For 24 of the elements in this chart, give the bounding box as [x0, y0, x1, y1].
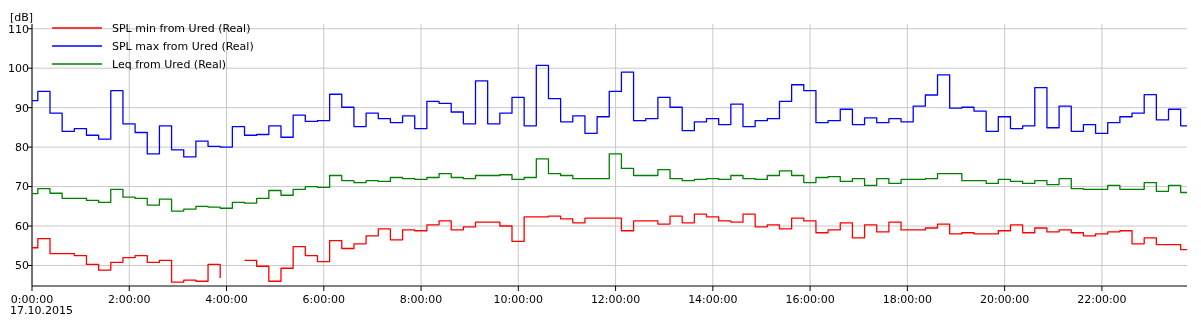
x-tick-label: 4:00:00	[205, 293, 248, 306]
x-tick-label: 0:00:00	[10, 293, 54, 306]
x-tick-label: 8:00:00	[399, 293, 443, 306]
y-tick-label: 50	[15, 259, 29, 273]
text: 17.10.2015	[10, 304, 73, 317]
y-tick-label: 110	[8, 22, 29, 36]
legend-label: SPL min from Ured (Real)	[112, 21, 251, 35]
x-tick-label: 16:00:00	[785, 293, 835, 306]
y-axis-title: [dB]	[10, 11, 34, 24]
x-tick-label: 10:00:00	[493, 293, 544, 306]
y-tick-label: 80	[15, 140, 29, 154]
y-tick-label: 90	[15, 101, 29, 115]
x-tick-label: 20:00:00	[979, 293, 1030, 306]
x-tick-label: 6:00:00	[302, 293, 345, 306]
y-tick-label: 70	[15, 180, 29, 194]
x-tick-label: 18:00:00	[882, 293, 933, 306]
legend-label: Leq from Ured (Real)	[112, 57, 227, 71]
legend-label: SPL max from Ured (Real)	[112, 39, 254, 53]
x-tick-label: 12:00:00	[590, 293, 641, 306]
x-tick-label: 14:00:00	[688, 293, 738, 306]
y-tick-label: 60	[15, 219, 29, 233]
x-tick-label: 22:00:00	[1077, 293, 1127, 306]
y-tick-label: 100	[8, 62, 29, 76]
x-tick-label: 2:00:00	[108, 293, 151, 306]
